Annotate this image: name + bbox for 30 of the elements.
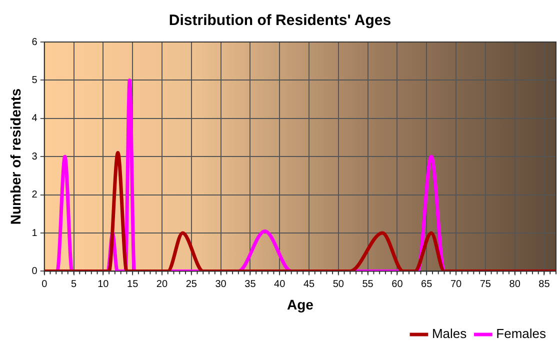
y-axis-title: Number of residents [7,88,24,225]
x-tick-label: 65 [421,278,433,290]
x-tick-label: 55 [362,278,374,290]
y-tick-label: 1 [32,228,38,239]
legend-label: Males [432,326,468,342]
y-tick-label: 5 [32,74,38,86]
x-tick-label: 25 [186,278,198,290]
x-tick-label: 60 [392,278,404,290]
chart-title: Distribution of Residents' Ages [168,12,392,30]
y-tick-label: 6 [32,36,38,48]
x-tick-label: 75 [480,278,492,290]
x-tick-label: 80 [509,278,521,290]
x-tick-label: 45 [303,278,315,290]
x-tick-label: 15 [127,278,139,290]
x-tick-label: 0 [42,278,48,290]
x-tick-label: 5 [70,278,77,290]
x-tick-label: 10 [98,278,110,290]
x-tick-label: 30 [215,278,227,290]
y-tick-label: 4 [32,113,38,124]
x-tick-label: 70 [450,278,462,290]
y-tick-label: 3 [32,151,38,162]
y-tick-label: 2 [32,190,38,201]
x-axis-title: Age [286,296,314,312]
x-tick-label: 40 [274,278,286,290]
y-tick-label: 0 [32,266,38,277]
x-tick-label: 50 [332,278,344,290]
x-tick-label: 35 [244,278,256,290]
x-tick-label: 85 [538,278,550,290]
x-tick-label: 20 [156,278,168,290]
legend-label: Females [496,326,546,342]
